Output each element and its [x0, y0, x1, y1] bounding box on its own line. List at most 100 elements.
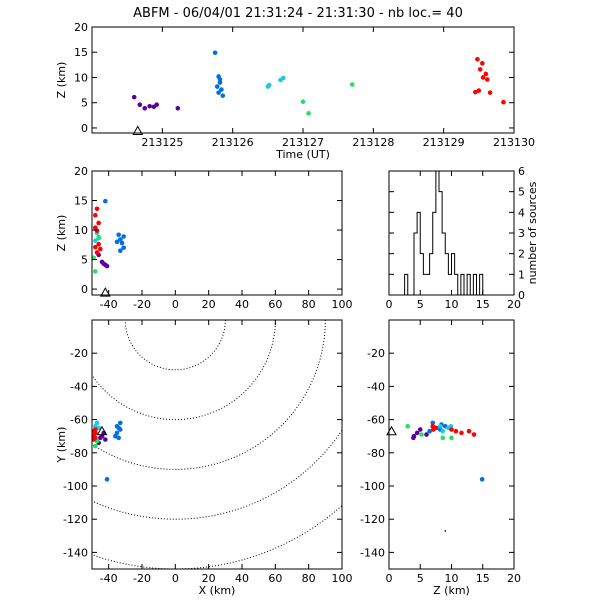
source-mark	[444, 530, 447, 532]
source-point	[219, 87, 224, 92]
source-point	[216, 90, 221, 95]
source-point	[96, 220, 101, 226]
source-point	[430, 423, 436, 429]
figure-title: ABFM - 06/04/01 21:31:24 - 21:31:30 - nb…	[133, 6, 463, 21]
panel-time-height: 213125 213126 213127 213128 213129 213130 0 5 10…	[55, 21, 535, 161]
y-tick-label: 6	[518, 165, 525, 178]
source-point	[93, 212, 98, 218]
source-point	[101, 261, 106, 267]
source-point	[414, 430, 420, 436]
x-tick-label: 0	[386, 298, 393, 311]
y-tick-label: -100	[360, 480, 385, 493]
source-point	[118, 237, 123, 242]
source-point	[349, 82, 355, 87]
source-point	[453, 428, 459, 434]
y-tick-label: -60	[70, 414, 88, 427]
x-axis-label: X (km)	[199, 584, 236, 597]
source-point	[487, 90, 493, 95]
x-tick-label: 10	[445, 572, 459, 585]
y-tick-label: 10	[74, 224, 88, 237]
x-tick-label: 20	[202, 298, 216, 311]
source-point	[103, 437, 108, 442]
axes-frame	[388, 319, 515, 570]
axes-frame	[91, 26, 515, 134]
x-tick-label: -20	[133, 298, 151, 311]
source-point	[212, 50, 218, 56]
panel-x-y-map: -40 -20 0 20 40 60 80 100 -140 -120 -100 -80 -60 -40 -…	[55, 319, 353, 597]
x-tick-label: 80	[302, 572, 316, 585]
y-tick-label: -60	[367, 414, 385, 427]
source-point	[411, 435, 416, 441]
source-point	[118, 248, 123, 254]
source-point	[501, 99, 506, 105]
source-point	[92, 255, 96, 261]
x-tick-label: 213125	[141, 136, 183, 149]
x-axis-label: Time (UT)	[275, 148, 330, 161]
source-point	[480, 61, 485, 66]
source-point	[281, 75, 286, 81]
source-point	[104, 263, 110, 269]
x-tick-label: 15	[476, 298, 490, 311]
source-point	[437, 423, 443, 429]
x-tick-label: -40	[100, 572, 118, 585]
y-tick-label: 20	[74, 165, 88, 178]
x-tick-label: 213129	[423, 136, 465, 149]
source-point	[419, 432, 424, 437]
source-point	[137, 102, 143, 108]
source-point	[476, 88, 482, 93]
source-point	[116, 435, 121, 441]
y-tick-label: -40	[367, 380, 385, 393]
source-point	[477, 67, 483, 72]
source-point	[479, 477, 485, 482]
y-tick-label: -140	[360, 546, 385, 559]
x-tick-label: 213127	[282, 136, 324, 149]
source-point	[480, 75, 486, 80]
source-point	[118, 420, 123, 426]
y-tick-label: -20	[367, 347, 385, 360]
source-point	[92, 437, 96, 442]
source-point	[417, 427, 423, 432]
source-point	[114, 239, 120, 245]
source-point	[147, 103, 152, 109]
plot-area-z-y	[405, 420, 485, 532]
y-tick-label: 0	[81, 283, 88, 296]
y-tick-label: -120	[63, 513, 88, 526]
source-point	[440, 435, 446, 441]
x-tick-label: 60	[268, 298, 282, 311]
range-circle	[92, 320, 276, 421]
x-tick-label: 5	[417, 298, 424, 311]
source-point	[93, 269, 98, 274]
source-point	[142, 105, 148, 111]
source-point	[93, 443, 98, 449]
x-tick-label: 10	[445, 298, 459, 311]
source-point	[424, 432, 429, 437]
source-point	[98, 246, 103, 252]
y-tick-label: -80	[70, 447, 88, 460]
source-point	[96, 234, 101, 240]
plot-area-x-height	[92, 198, 126, 274]
source-point	[475, 57, 480, 62]
panel-x-height: -40 -20 0 20 40 60 80 100 0 5 10 15 20 Z (km)	[55, 165, 353, 311]
y-tick-label: 4	[518, 206, 525, 219]
source-point	[98, 435, 103, 441]
source-point	[220, 93, 226, 98]
x-tick-label: 15	[476, 572, 490, 585]
source-point	[121, 245, 126, 251]
panel-z-y: 0 5 10 15 20 -140 -120 -100 -80 -60 -40 -20 Z (km)	[360, 319, 521, 597]
x-tick-label: 20	[202, 572, 216, 585]
y-tick-label: -140	[63, 546, 88, 559]
source-point	[449, 435, 454, 441]
source-point	[93, 427, 98, 432]
source-point	[119, 240, 125, 246]
x-tick-label: 5	[417, 572, 424, 585]
x-tick-label: 40	[235, 298, 249, 311]
source-point	[94, 250, 100, 255]
station-triangle-icon	[99, 287, 111, 297]
x-tick-label: 20	[507, 572, 521, 585]
source-point	[131, 94, 137, 100]
y-tick-label: -80	[367, 447, 385, 460]
source-point	[94, 206, 100, 212]
y-tick-label: 1	[518, 268, 525, 281]
source-point	[104, 477, 110, 482]
